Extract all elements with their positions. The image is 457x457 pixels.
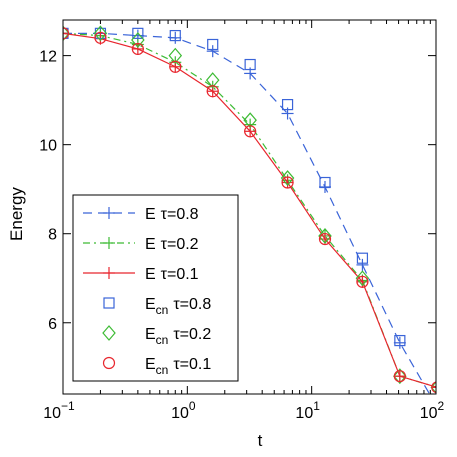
data-point bbox=[205, 72, 220, 89]
legend-marker bbox=[103, 207, 115, 219]
legend-marker bbox=[102, 356, 116, 370]
data-point bbox=[319, 176, 331, 189]
data-point bbox=[169, 31, 182, 44]
legend-entry: Ecn τ=0.8 bbox=[103, 296, 211, 317]
legend-label: Ecn τ=0.2 bbox=[145, 326, 211, 347]
data-point bbox=[280, 170, 295, 186]
data-point bbox=[281, 176, 294, 189]
data-point bbox=[169, 60, 182, 73]
legend-marker bbox=[103, 297, 115, 309]
data-point bbox=[132, 27, 144, 39]
legend-marker bbox=[103, 267, 115, 279]
legend-label: Ecn τ=0.1 bbox=[145, 356, 211, 377]
data-point bbox=[207, 38, 219, 51]
plot-area bbox=[63, 25, 436, 394]
x-tick-label: 102 bbox=[420, 399, 445, 422]
x-axis-label: t bbox=[258, 431, 263, 450]
data-point bbox=[393, 368, 407, 385]
data-point bbox=[63, 27, 69, 40]
data-point bbox=[244, 58, 256, 71]
data-point bbox=[356, 275, 369, 288]
data-point bbox=[131, 42, 144, 56]
data-point bbox=[281, 176, 294, 189]
y-axis-label: Energy bbox=[7, 187, 26, 241]
data-point bbox=[93, 25, 108, 42]
plot-frame bbox=[62, 19, 437, 395]
data-point bbox=[94, 27, 107, 39]
data-point bbox=[281, 98, 294, 111]
data-point bbox=[431, 386, 436, 388]
data-point bbox=[318, 232, 332, 246]
data-point bbox=[243, 112, 257, 129]
series-layer bbox=[63, 25, 436, 394]
data-point bbox=[94, 31, 107, 44]
data-point bbox=[63, 27, 70, 40]
y-tick-label: 6 bbox=[48, 316, 57, 333]
data-point bbox=[393, 336, 406, 349]
data-point bbox=[131, 32, 145, 48]
data-point bbox=[431, 381, 436, 394]
x-tick-label: 10−1 bbox=[43, 399, 75, 422]
series-6 bbox=[63, 27, 436, 394]
data-point bbox=[356, 258, 369, 271]
legend-marker bbox=[103, 237, 115, 249]
data-point bbox=[430, 380, 436, 394]
data-point bbox=[393, 370, 406, 383]
data-point bbox=[169, 29, 181, 42]
data-point bbox=[355, 270, 370, 287]
legend-marker bbox=[102, 325, 116, 341]
data-point bbox=[206, 85, 219, 98]
data-point bbox=[206, 45, 219, 58]
data-point bbox=[318, 228, 332, 244]
data-point bbox=[131, 42, 144, 55]
legend-entry: Ecn τ=0.1 bbox=[102, 356, 211, 377]
series-5 bbox=[63, 25, 436, 394]
data-point bbox=[393, 370, 406, 383]
y-tick-label: 10 bbox=[39, 138, 57, 155]
data-point bbox=[394, 334, 406, 347]
y-tick-label: 12 bbox=[39, 49, 57, 66]
x-tick-label: 101 bbox=[295, 399, 320, 422]
data-point bbox=[244, 125, 257, 138]
axes: 10−1 100 101 102 6 8 10 12 bbox=[39, 19, 445, 422]
x-tick-label: 100 bbox=[171, 399, 196, 422]
legend-box bbox=[72, 194, 239, 382]
data-point bbox=[168, 47, 183, 64]
data-point bbox=[356, 252, 369, 264]
y-tick-label: 8 bbox=[48, 227, 57, 244]
legend-entry: Ecn τ=0.2 bbox=[102, 325, 211, 347]
data-point bbox=[63, 25, 70, 42]
legend-label: Ecn τ=0.8 bbox=[145, 296, 211, 317]
